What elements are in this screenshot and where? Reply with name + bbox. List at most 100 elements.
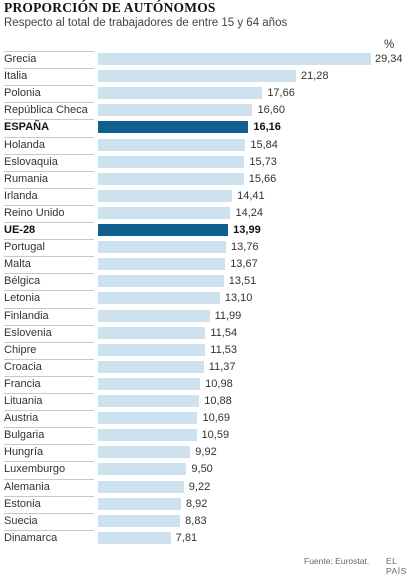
row-divider	[4, 427, 94, 429]
value-label: 10,88	[204, 395, 232, 407]
row-divider	[4, 119, 94, 121]
value-label: 15,84	[250, 138, 278, 151]
bar	[98, 121, 249, 134]
bar	[98, 258, 226, 271]
bar	[98, 206, 231, 219]
category-label: Polonia	[4, 87, 41, 100]
bar	[98, 172, 244, 185]
value-label: 15,66	[248, 172, 277, 185]
value-label: 9,92	[195, 446, 217, 459]
bar	[98, 155, 245, 168]
bar	[98, 446, 191, 459]
category-label: Francia	[4, 377, 41, 390]
row-divider	[4, 204, 94, 206]
category-label: Irlanda	[4, 189, 38, 202]
category-label: Malta	[4, 258, 31, 271]
row-divider	[4, 324, 94, 326]
value-label: 21,28	[301, 70, 329, 83]
value-label: 9,22	[188, 480, 211, 493]
bar	[98, 360, 204, 373]
value-label: 10,98	[205, 377, 233, 390]
bar	[98, 241, 227, 254]
category-label: Luxemburgo	[4, 463, 66, 476]
value-label: 13,76	[231, 241, 259, 254]
category-label: Eslovaquia	[4, 155, 58, 168]
row-divider	[4, 170, 94, 172]
value-label: 13,99	[233, 224, 261, 236]
value-label: 8,83	[185, 514, 207, 527]
row-divider	[4, 102, 94, 104]
row-divider	[4, 393, 94, 394]
bar	[98, 326, 206, 339]
category-label: Dinamarca	[4, 531, 58, 544]
category-label: Letonia	[4, 292, 41, 305]
category-label: Eslovenia	[4, 326, 52, 339]
category-label: Estonia	[4, 497, 41, 510]
category-label: Austria	[4, 412, 39, 425]
category-label: Rumania	[4, 172, 49, 185]
category-label: Italia	[4, 70, 28, 83]
bar	[98, 531, 171, 544]
category-label: UE-28	[4, 224, 36, 236]
category-label: Portugal	[4, 241, 45, 254]
bar	[98, 189, 233, 202]
category-label: Chipre	[4, 343, 37, 356]
bar	[98, 53, 371, 65]
row-divider	[4, 341, 94, 343]
bar	[98, 377, 201, 390]
bar	[98, 514, 181, 527]
category-label: República Checa	[4, 104, 88, 117]
category-label: Finlandia	[4, 309, 49, 322]
category-label: Hungría	[4, 446, 44, 459]
category-label: Holanda	[4, 138, 45, 151]
value-label: 11,54	[210, 326, 238, 339]
row-divider	[4, 307, 94, 309]
value-label: 10,69	[202, 412, 230, 425]
bar	[98, 275, 224, 288]
value-label: 13,67	[230, 258, 258, 271]
bar	[98, 429, 197, 442]
value-label: 13,51	[228, 275, 257, 288]
value-label: 10,59	[201, 429, 230, 442]
category-label: Bélgica	[4, 275, 41, 288]
bar	[98, 480, 184, 493]
row-divider	[4, 410, 94, 412]
row-divider	[4, 478, 94, 480]
value-label: 17,66	[267, 87, 295, 100]
value-label: 11,99	[214, 309, 242, 322]
bar	[98, 395, 200, 407]
bar	[98, 104, 253, 117]
value-label: 15,73	[249, 155, 277, 168]
category-label: Croacia	[4, 360, 42, 373]
row-divider	[4, 529, 94, 531]
bar	[98, 70, 296, 83]
value-label: 13,10	[224, 292, 253, 305]
category-label: ESPAÑA	[4, 121, 50, 134]
value-label: 16,60	[257, 104, 285, 117]
row-divider	[4, 444, 94, 446]
bar	[98, 463, 187, 476]
row-divider	[4, 187, 94, 189]
row-divider	[4, 239, 94, 241]
category-label: Lituania	[4, 395, 43, 407]
value-label: 11,37	[208, 360, 236, 373]
bar	[98, 87, 263, 100]
row-divider	[4, 222, 94, 223]
bar	[98, 224, 229, 236]
row-divider	[4, 68, 94, 70]
value-label: 14,24	[235, 206, 264, 219]
row-divider	[4, 290, 94, 292]
bar	[98, 412, 198, 425]
bar	[98, 309, 210, 322]
value-label: 14,41	[237, 189, 265, 202]
category-label: Bulgaria	[4, 429, 45, 442]
bar	[98, 292, 220, 305]
value-label: 11,53	[210, 343, 237, 356]
category-label: Suecia	[4, 514, 38, 527]
row-divider	[4, 358, 94, 360]
row-divider	[4, 256, 94, 258]
value-label: 9,50	[191, 463, 213, 476]
category-label: Grecia	[4, 53, 37, 65]
value-label: 7,81	[175, 531, 198, 544]
